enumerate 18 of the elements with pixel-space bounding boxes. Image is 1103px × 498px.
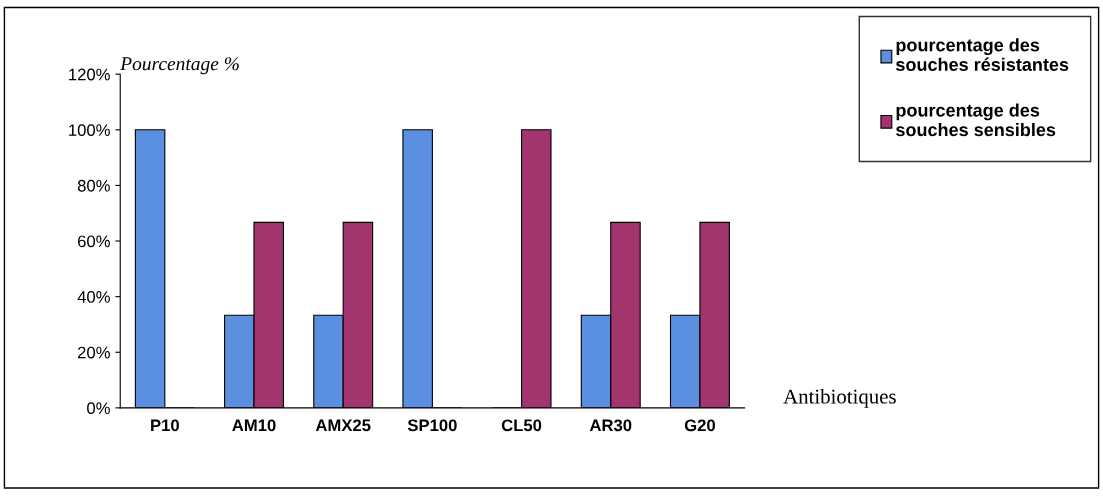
x-tick-label: G20	[684, 419, 715, 432]
y-tick-label: 80%	[77, 179, 110, 192]
x-axis-title: Antibiotiques	[783, 388, 896, 408]
x-tick-label: AR30	[589, 419, 632, 432]
x-tick-label: CL50	[501, 419, 542, 432]
y-tick-label: 60%	[77, 235, 110, 248]
legend-label: pourcentage des souches sensibles	[896, 103, 1056, 137]
x-tick-label: AMX25	[315, 419, 371, 432]
y-tick-label: 120%	[69, 68, 110, 81]
y-axis-title: Pourcentage %	[120, 57, 239, 75]
legend-label: pourcentage des souches résistantes	[896, 38, 1069, 71]
y-tick-label: 20%	[77, 346, 110, 359]
x-tick-label: P10	[151, 419, 179, 432]
y-tick-label: 40%	[77, 291, 110, 303]
y-tick-label: 0%	[87, 402, 110, 415]
y-tick-label: 100%	[69, 124, 110, 137]
x-tick-label: AM10	[232, 419, 276, 432]
x-tick-label: SP100	[407, 419, 457, 432]
